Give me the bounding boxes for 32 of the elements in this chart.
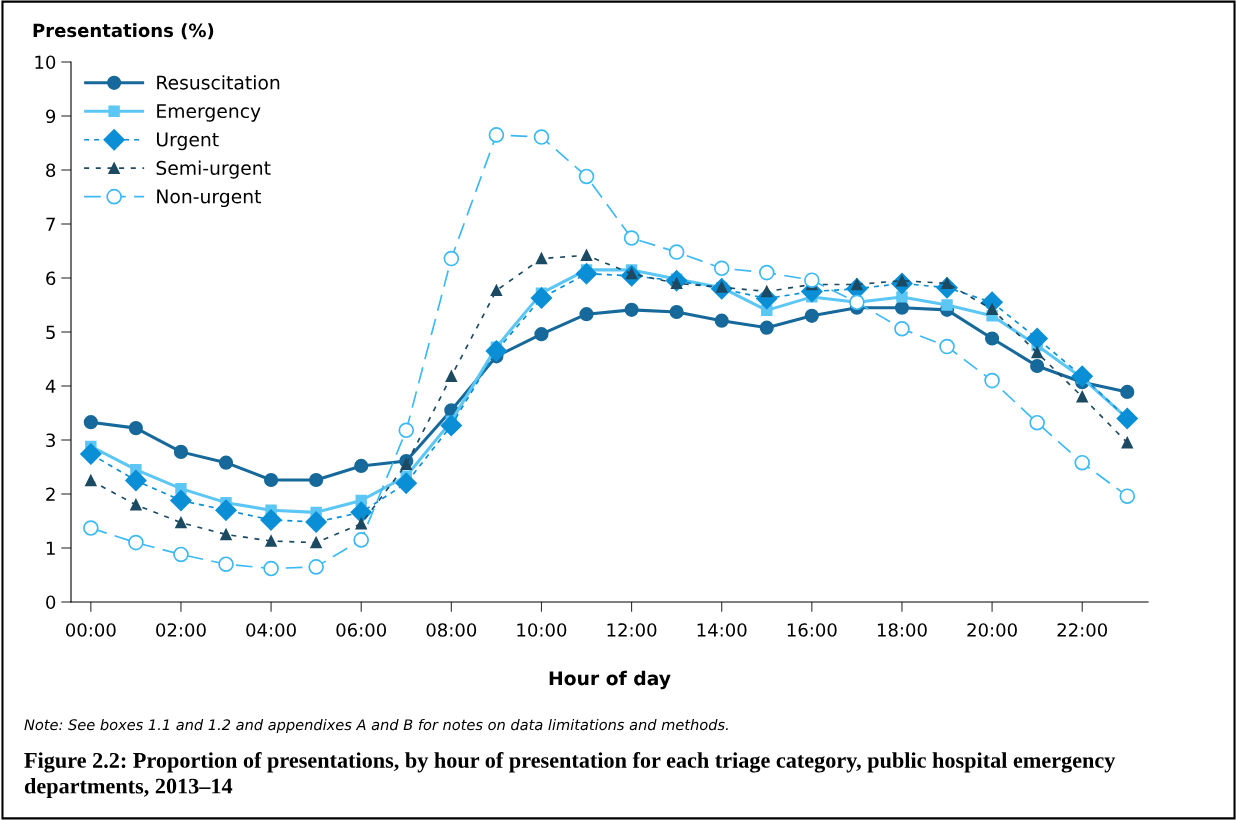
y-tick-label: 6 xyxy=(46,271,56,286)
y-tick-label: 3 xyxy=(46,433,55,448)
x-tick-label: 12:00 xyxy=(607,623,657,637)
y-tick-label: 10 xyxy=(35,55,56,70)
legend-label: Urgent xyxy=(157,132,219,151)
x-tick-label: 18:00 xyxy=(877,623,927,637)
y-tick-label: 9 xyxy=(46,109,56,124)
legend-label: Semi-urgent xyxy=(156,160,271,179)
text: Figure 2.2: Proportion of presentations, by hour of presentation for each triage category, public hospital emergency departments, 2013–14 xyxy=(24,752,1116,799)
y-tick-label: 1 xyxy=(46,541,55,555)
x-tick-label: 22:00 xyxy=(1057,623,1108,637)
x-tick-label: 16:00 xyxy=(787,623,837,637)
text: Note: See boxes 1.1 and 1.2 and appendixes A and B for notes on data limitations and methods. xyxy=(24,718,728,734)
y-tick-label: 7 xyxy=(46,217,55,231)
x-tick-label: 04:00 xyxy=(246,623,296,637)
y-tick-label: 0 xyxy=(46,595,56,610)
x-tick-label: 10:00 xyxy=(517,623,567,637)
y-tick-label: 4 xyxy=(45,379,56,393)
legend-label: Non-urgent xyxy=(157,189,262,208)
x-tick-label: 00:00 xyxy=(66,623,116,637)
x-tick-label: 14:00 xyxy=(697,623,747,637)
x-tick-label: 02:00 xyxy=(156,623,206,637)
legend-label: Resuscitation xyxy=(157,75,280,90)
x-tick-label: 06:00 xyxy=(336,623,387,637)
y-tick-label: 8 xyxy=(46,163,56,178)
x-tick-label: 08:00 xyxy=(426,623,477,637)
x-axis-title: Hour of day xyxy=(549,670,671,690)
y-tick-label: 2 xyxy=(46,487,55,501)
legend-label: Emergency xyxy=(157,104,261,122)
y-tick-label: 5 xyxy=(46,325,55,340)
y-axis-title: Presentations (%) xyxy=(33,23,214,40)
x-tick-label: 20:00 xyxy=(967,623,1017,637)
